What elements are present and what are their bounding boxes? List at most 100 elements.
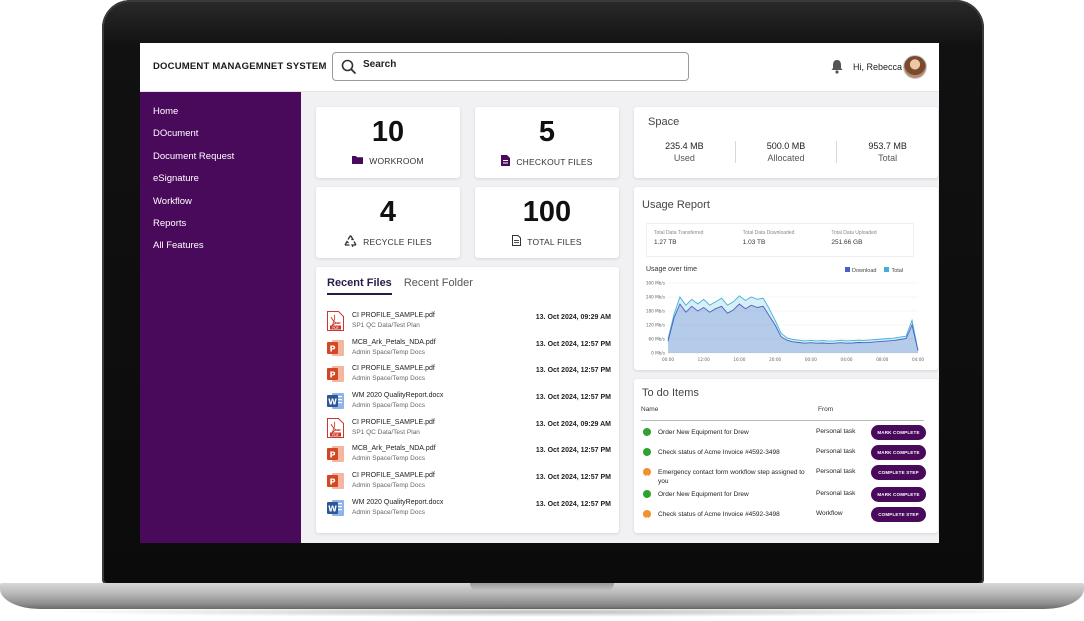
alert-circle-icon [643, 510, 651, 522]
word-file-icon: W [327, 391, 344, 411]
x-tick-label: 16:00 [733, 357, 745, 362]
file-row[interactable]: PDF CI PROFILE_SAMPLE.pdf SP1 QC Data/Test… [327, 311, 611, 338]
usage-metrics: Total Data Transferred 1.27 TB Total Dat… [646, 223, 914, 257]
sidebar-item-document[interactable]: DOcument [153, 128, 199, 140]
legend-label: Download [852, 268, 877, 274]
file-path: SP1 QC Data/Test Plan [352, 428, 420, 436]
file-path: Admin Space/Temp Docs [352, 455, 425, 463]
complete-step-button[interactable]: COMPLETE STEP [871, 507, 926, 522]
complete-step-button[interactable]: COMPLETE STEP [871, 465, 926, 480]
todo-name: Check status of Acme Invoice #4592-3498 [658, 511, 780, 518]
stat-card-total[interactable]: 100 TOTAL FILES [475, 187, 619, 258]
y-tick-label: 180 Mb/s [646, 309, 665, 314]
stat-card-checkout[interactable]: 5 CHECKOUT FILES [475, 107, 619, 178]
bell-icon[interactable] [830, 59, 844, 79]
sidebar-item-document-request[interactable]: Document Request [153, 150, 235, 162]
recent-tabs: Recent Files Recent Folder [327, 277, 473, 295]
todo-from: Personal task [816, 490, 856, 497]
file-row[interactable]: P MCB_Ark_Petals_NDA.pdf Admin Space/Temp … [327, 338, 611, 365]
space-title: Space [648, 116, 680, 128]
file-path: Admin Space/Temp Docs [352, 348, 425, 356]
file-row[interactable]: P CI PROFILE_SAMPLE.pdf Admin Space/Temp D… [327, 364, 611, 391]
stat-label: RECYCLE FILES [363, 237, 432, 247]
search-input[interactable] [363, 59, 663, 70]
x-tick-label: 04:00 [912, 357, 924, 362]
file-row[interactable]: PDF CI PROFILE_SAMPLE.pdf SP1 QC Data/Test… [327, 417, 611, 445]
metric-downloaded: Total Data Downloaded 1.03 TB [736, 224, 825, 256]
svg-text:W: W [328, 398, 337, 407]
space-value: 235.4 MB [665, 141, 704, 151]
metric-value: 1.27 TB [654, 239, 677, 246]
todo-row: Check status of Acme Invoice #4592-3498 W… [641, 507, 926, 527]
search-box[interactable] [332, 52, 689, 81]
recent-files-card: Recent Files Recent Folder PDF CI PROFILE… [316, 267, 619, 533]
file-date: 13. Oct 2024, 12:57 PM [535, 394, 611, 402]
mark-complete-button[interactable]: MARK COMPLETE [871, 445, 926, 460]
y-tick-label: 60 Mb/s [648, 337, 665, 342]
user-greeting: Hi, Rebecca [853, 62, 903, 72]
file-date: 13. Oct 2024, 12:57 PM [535, 340, 611, 348]
pdf-file-icon: PDF [327, 311, 344, 331]
x-tick-label: 00:00 [662, 357, 674, 362]
series-download-line [667, 303, 919, 351]
file-date: 13. Oct 2024, 12:57 PM [535, 474, 611, 482]
file-row[interactable]: W WM 2020 QualityReport.docx Admin Space/T… [327, 498, 611, 525]
sidebar-item-workflow[interactable]: Workflow [153, 195, 192, 207]
space-label: Total [878, 153, 898, 163]
todo-name: Check status of Acme Invoice #4592-3498 [658, 449, 780, 456]
legend-label: Total [891, 268, 904, 274]
file-path: Admin Space/Temp Docs [352, 402, 425, 410]
todo-col-name: Name [641, 406, 659, 413]
stat-value: 100 [522, 196, 572, 228]
laptop-shadow [40, 607, 1044, 617]
file-path: SP1 QC Data/Test Plan [352, 322, 420, 329]
stat-card-recycle[interactable]: 4 RECYCLE FILES [316, 187, 460, 258]
todo-from: Personal task [816, 448, 856, 455]
sidebar-item-reports[interactable]: Reports [153, 217, 187, 229]
check-circle-icon [643, 490, 651, 502]
file-row[interactable]: P CI PROFILE_SAMPLE.pdf Admin Space/Temp D… [327, 471, 611, 498]
sidebar-item-home[interactable]: Home [153, 106, 179, 117]
sidebar-item-esignature[interactable]: eSignature [153, 173, 199, 185]
usage-title: Usage Report [642, 199, 710, 211]
file-name: CI PROFILE_SAMPLE.pdf [352, 312, 435, 319]
file-row[interactable]: P MCB_Ark_Petals_NDA.pdf Admin Space/Temp … [327, 444, 611, 471]
todo-name: Order New Equipment for Drew [658, 491, 749, 498]
file-date: 13. Oct 2024, 12:57 PM [535, 500, 611, 508]
avatar[interactable] [903, 55, 927, 79]
space-total: 953.7 MB Total [836, 141, 938, 163]
file-row[interactable]: W WM 2020 QualityReport.docx Admin Space/T… [327, 391, 611, 418]
stat-card-workroom[interactable]: 10 WORKROOM [316, 107, 460, 178]
todo-header: Name From [641, 406, 924, 421]
metric-transferred: Total Data Transferred 1.27 TB [647, 224, 736, 256]
todo-list: Order New Equipment for Drew Personal tas… [641, 425, 926, 527]
powerpoint-file-icon: P [327, 471, 344, 491]
mark-complete-button[interactable]: MARK COMPLETE [871, 425, 926, 440]
mark-complete-button[interactable]: MARK COMPLETE [871, 487, 926, 502]
file-name: CI PROFILE_SAMPLE.pdf [352, 418, 435, 426]
sidebar-item-all-features[interactable]: All Features [153, 240, 204, 252]
stat-value: 4 [379, 196, 397, 228]
metric-label: Total Data Downloaded [742, 230, 795, 236]
word-file-icon: W [327, 498, 344, 518]
stat-label: CHECKOUT FILES [516, 156, 593, 167]
file-date: 13. Oct 2024, 09:29 AM [535, 420, 611, 428]
file-date: 13. Oct 2024, 12:57 PM [535, 367, 611, 375]
y-tick-label: 0 Mb/s [651, 351, 665, 356]
tab-recent-files[interactable]: Recent Files [327, 277, 392, 295]
y-tick-label: 240 Mb/s [646, 295, 665, 300]
x-tick-label: 00:00 [805, 357, 817, 362]
chart-legend: Download Total [845, 267, 903, 274]
todo-row: Check status of Acme Invoice #4592-3498 P… [641, 445, 926, 465]
svg-text:PDF: PDF [332, 326, 339, 330]
space-value: 500.0 MB [766, 141, 806, 151]
todo-from: Personal task [816, 428, 856, 435]
folder-icon [352, 155, 364, 166]
powerpoint-file-icon: P [327, 338, 344, 358]
usage-report-card: Usage Report Total Data Transferred 1.27… [634, 187, 938, 370]
space-card: Space 235.4 MB Used 500.0 MB Allocated 9… [634, 107, 938, 178]
metric-value: 1.03 TB [742, 239, 766, 246]
tab-recent-folder[interactable]: Recent Folder [403, 277, 473, 289]
svg-text:W: W [328, 504, 337, 513]
todo-from: Workflow [816, 510, 843, 517]
